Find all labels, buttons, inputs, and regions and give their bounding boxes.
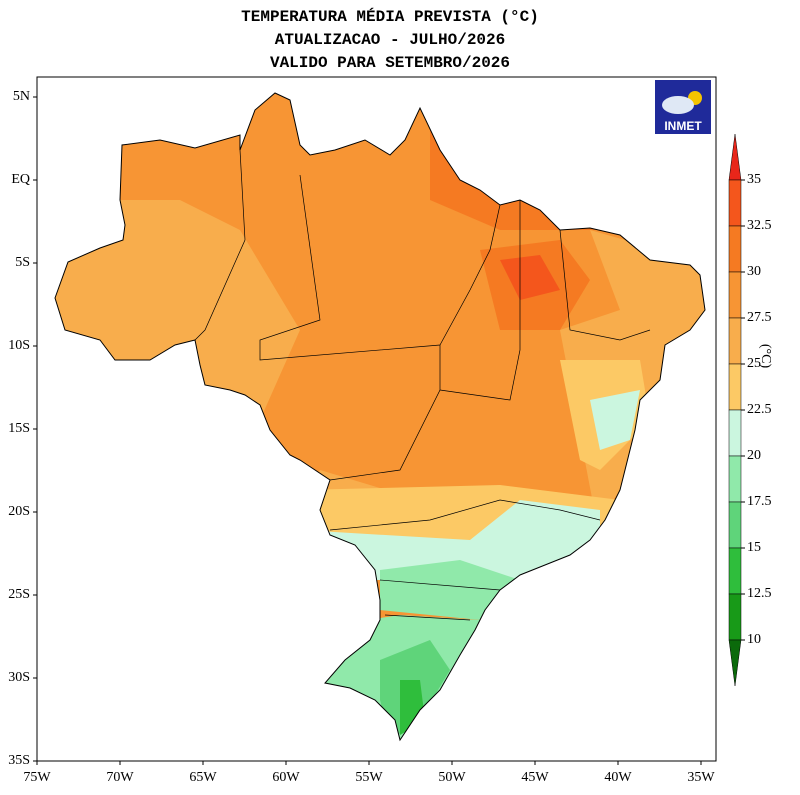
lon-label: 65W bbox=[189, 770, 217, 785]
colorbar-cap bbox=[728, 133, 742, 181]
lon-label: 45W bbox=[521, 770, 549, 785]
title-line: ATUALIZACAO - JULHO/2026 bbox=[275, 31, 505, 49]
colorbar-label: 32.5 bbox=[747, 218, 772, 233]
lon-label: 60W bbox=[272, 770, 300, 785]
lat-label: 5S bbox=[15, 255, 30, 270]
colorbar-label: 20 bbox=[747, 448, 761, 463]
lon-label: 50W bbox=[438, 770, 466, 785]
state-borders bbox=[194, 149, 651, 621]
colorbar-box bbox=[728, 547, 742, 595]
logo: INMET bbox=[655, 80, 711, 134]
colorbar-label: 27.5 bbox=[747, 310, 772, 325]
colorbar-cap bbox=[728, 639, 742, 687]
colorbar-label: 22.5 bbox=[747, 402, 772, 417]
lon-label: 55W bbox=[355, 770, 383, 785]
colorbar-box bbox=[728, 409, 742, 457]
colorbar-label: 10 bbox=[747, 632, 761, 647]
country-border bbox=[54, 92, 706, 742]
lat-label: 35S bbox=[8, 753, 30, 768]
lat-label: 20S bbox=[8, 504, 30, 519]
title-line: VALIDO PARA SETEMBRO/2026 bbox=[270, 54, 510, 72]
colorbar-box bbox=[728, 179, 742, 227]
colorbar-label: 35 bbox=[747, 172, 761, 187]
colorbar-label: 30 bbox=[747, 264, 761, 279]
title-line: TEMPERATURA MÉDIA PREVISTA (°C) bbox=[241, 7, 539, 26]
lat-label: 25S bbox=[8, 587, 30, 602]
lat-label: 5N bbox=[13, 89, 30, 104]
lat-label: 15S bbox=[8, 421, 30, 436]
logo-text: INMET bbox=[664, 119, 702, 133]
colorbar-label: 17.5 bbox=[747, 494, 772, 509]
colorbar-label: 12.5 bbox=[747, 586, 772, 601]
colorbar-box bbox=[728, 317, 742, 365]
lon-label: 40W bbox=[604, 770, 632, 785]
colorbar-box bbox=[728, 455, 742, 503]
colorbar-label: 15 bbox=[747, 540, 761, 555]
colorbar-box bbox=[728, 271, 742, 319]
colorbar-box bbox=[728, 501, 742, 549]
colorbar-unit: (°C) bbox=[758, 344, 773, 369]
lat-label: 10S bbox=[8, 338, 30, 353]
lon-label: 75W bbox=[23, 770, 51, 785]
colorbar-box bbox=[728, 363, 742, 411]
lon-label: 70W bbox=[106, 770, 134, 785]
colorbar-box bbox=[728, 593, 742, 641]
lon-label: 35W bbox=[687, 770, 715, 785]
lat-label: 30S bbox=[8, 670, 30, 685]
colorbar-label: 25 bbox=[747, 356, 761, 371]
colorbar-box bbox=[728, 225, 742, 273]
lat-label: EQ bbox=[11, 172, 30, 187]
